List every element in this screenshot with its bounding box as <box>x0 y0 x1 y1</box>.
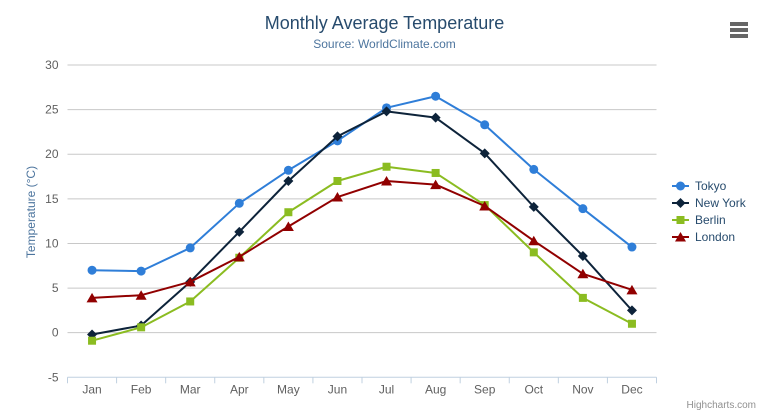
london-point-Nov[interactable] <box>577 268 589 279</box>
london-point-Dec[interactable] <box>626 284 638 295</box>
london-point-Jun[interactable] <box>331 192 343 202</box>
berlin-point-Jan[interactable] <box>88 336 97 345</box>
london-point-Sep[interactable] <box>479 200 491 211</box>
new-york-point-Dec[interactable] <box>626 305 637 316</box>
series-berlin-line <box>91 165 633 342</box>
hamburger-bar <box>730 34 748 38</box>
hamburger-menu-icon[interactable] <box>730 22 748 38</box>
x-axis-label: Jan <box>82 382 101 396</box>
tokyo-point-Nov[interactable] <box>578 204 588 214</box>
x-axis-label: May <box>277 382 300 396</box>
x-axis-label: Sep <box>474 382 496 396</box>
y-axis-label: 5 <box>52 281 59 295</box>
series-london-line <box>91 179 633 299</box>
legend-item-berlin[interactable]: Berlin <box>672 211 746 228</box>
x-axis-label: Aug <box>425 382 446 396</box>
x-axis-label: Nov <box>572 382 593 396</box>
tokyo-point-Mar[interactable] <box>185 243 195 253</box>
x-axis-label: Apr <box>230 382 249 396</box>
series-tokyo <box>87 91 637 276</box>
legend-symbol-marker <box>675 197 686 208</box>
y-axis-label: -5 <box>48 370 59 384</box>
new-york-point-Sep[interactable] <box>479 148 490 159</box>
berlin-point-Feb[interactable] <box>137 323 146 332</box>
berlin-point-May[interactable] <box>284 208 293 217</box>
legend-symbol-marker <box>675 231 686 241</box>
x-axis-label: Jun <box>328 382 347 396</box>
berlin-point-Jul[interactable] <box>382 162 391 171</box>
x-axis-label: Mar <box>180 382 201 396</box>
berlin-point-Dec[interactable] <box>627 319 636 328</box>
berlin-point-Oct[interactable] <box>529 248 538 257</box>
y-axis-label: 15 <box>45 192 59 206</box>
hamburger-bar <box>730 22 748 26</box>
y-axis-label: 25 <box>45 103 59 117</box>
new-york-point-Oct[interactable] <box>528 201 539 212</box>
legend-symbol-tokyo <box>672 181 689 190</box>
legend-label-tokyo: Tokyo <box>695 178 727 193</box>
x-axis-label: Dec <box>621 382 642 396</box>
legend-symbol-marker <box>676 215 685 224</box>
y-axis-label: 30 <box>45 58 59 72</box>
berlin-point-Nov[interactable] <box>578 293 587 302</box>
tokyo-point-Sep[interactable] <box>480 120 490 130</box>
tokyo-point-May[interactable] <box>283 165 293 175</box>
new-york-point-Apr[interactable] <box>234 226 245 237</box>
legend-symbol-london <box>672 231 689 241</box>
y-axis-label: 20 <box>45 147 59 161</box>
y-axis-title: Temperature (°C) <box>24 165 38 259</box>
new-york-point-Jul[interactable] <box>381 106 392 117</box>
legend-label-berlin: Berlin <box>695 212 726 227</box>
london-point-May[interactable] <box>282 221 294 232</box>
london-point-Jan[interactable] <box>86 292 98 303</box>
chart-subtitle: Source: WorldClimate.com <box>313 37 456 51</box>
legend-symbol-berlin <box>672 215 689 224</box>
series-new-york <box>87 106 637 340</box>
legend-item-new-york[interactable]: New York <box>672 194 746 211</box>
new-york-point-Nov[interactable] <box>577 250 588 261</box>
tokyo-point-Dec[interactable] <box>627 242 637 252</box>
hamburger-bar <box>730 28 748 32</box>
legend: Tokyo New York Berlin London <box>672 177 746 245</box>
london-point-Jul[interactable] <box>381 175 393 186</box>
series-tokyo-line <box>91 95 633 273</box>
legend-symbol-new-york <box>672 197 689 208</box>
x-axis-label: Oct <box>524 382 543 396</box>
berlin-point-Jun[interactable] <box>333 176 342 185</box>
y-axis-label: 10 <box>45 236 59 250</box>
credits-link[interactable]: Highcharts.com <box>686 400 756 411</box>
series-london <box>86 175 638 303</box>
tokyo-point-Aug[interactable] <box>431 91 441 101</box>
new-york-point-Jun[interactable] <box>332 131 343 142</box>
legend-symbol-marker <box>676 181 685 190</box>
x-axis-label: Jul <box>379 382 394 396</box>
london-point-Mar[interactable] <box>184 276 196 287</box>
legend-label-new-york: New York <box>695 195 746 210</box>
series-new-york-line <box>91 110 633 336</box>
berlin-point-Mar[interactable] <box>186 297 195 306</box>
new-york-point-Aug[interactable] <box>430 112 441 123</box>
legend-label-london: London <box>695 229 736 244</box>
berlin-point-Aug[interactable] <box>431 168 440 177</box>
legend-item-tokyo[interactable]: Tokyo <box>672 177 746 194</box>
y-axis-label: 0 <box>52 326 59 340</box>
legend-item-london[interactable]: London <box>672 228 746 245</box>
london-point-Feb[interactable] <box>135 290 147 300</box>
new-york-point-May[interactable] <box>283 175 294 186</box>
tokyo-point-Jan[interactable] <box>87 265 97 275</box>
london-point-Apr[interactable] <box>233 251 245 262</box>
chart-title: Monthly Average Temperature <box>264 13 505 33</box>
tokyo-point-Feb[interactable] <box>136 266 146 276</box>
london-point-Aug[interactable] <box>430 179 442 190</box>
tokyo-point-Oct[interactable] <box>529 164 539 174</box>
london-point-Oct[interactable] <box>528 235 540 246</box>
tokyo-point-Apr[interactable] <box>234 198 244 208</box>
x-axis-label: Feb <box>131 382 152 396</box>
